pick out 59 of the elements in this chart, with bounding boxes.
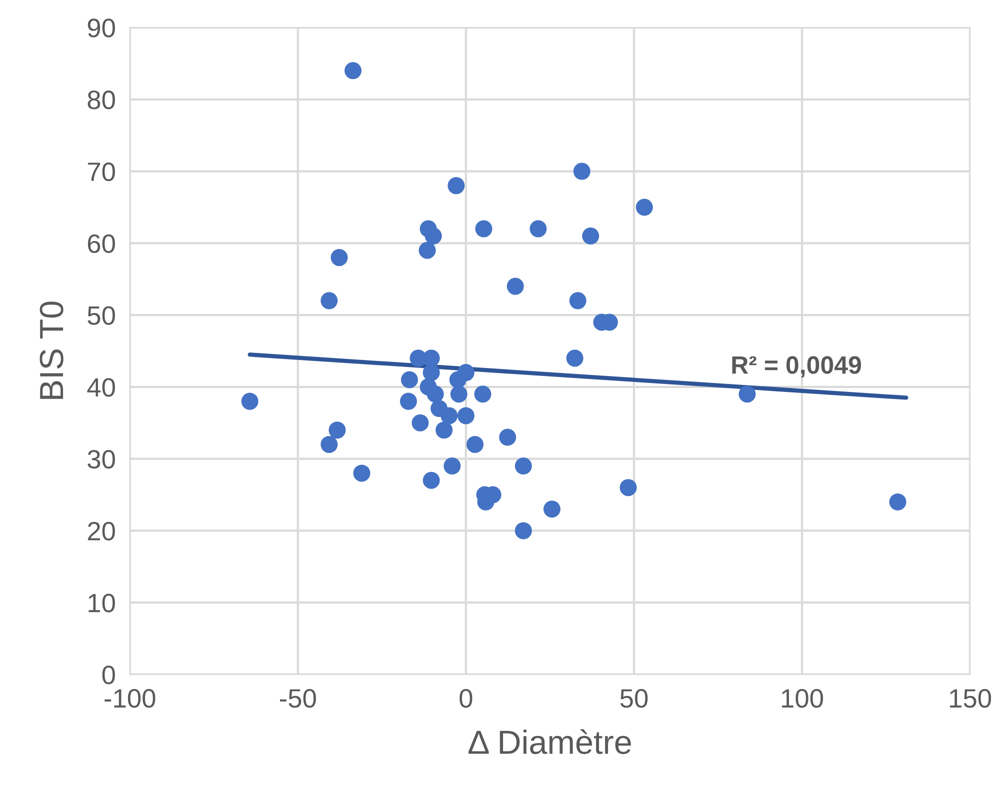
point — [330, 249, 348, 266]
point — [422, 364, 440, 382]
point — [422, 472, 440, 489]
point — [450, 386, 468, 403]
point — [474, 386, 492, 403]
point — [506, 278, 524, 295]
point — [457, 364, 474, 382]
point — [566, 350, 584, 367]
point — [400, 371, 418, 388]
y-tick-label: 10 — [88, 594, 115, 612]
annotation: R² = 0,0049 — [732, 356, 861, 378]
x-tick-label: 50 — [620, 689, 648, 708]
point — [499, 428, 516, 446]
x-tick-label: -50 — [280, 689, 316, 708]
y-tick-label: 90 — [88, 18, 115, 38]
x-tick-label: 0 — [460, 689, 472, 708]
y-tick-label: 60 — [88, 234, 115, 254]
point — [320, 436, 338, 453]
y-tick-label: 20 — [88, 522, 115, 541]
y-tick-label: 80 — [88, 90, 115, 110]
point — [440, 407, 458, 424]
point — [241, 392, 258, 410]
point — [514, 522, 532, 540]
point — [573, 162, 590, 180]
point — [353, 464, 370, 482]
point — [426, 386, 444, 403]
point — [444, 458, 461, 475]
point — [466, 436, 484, 453]
x-axis-title: Δ Diamètre — [468, 729, 631, 754]
y-tick-label: 50 — [88, 306, 115, 325]
point — [569, 292, 586, 310]
point — [344, 62, 362, 80]
point — [738, 386, 756, 403]
x-tick-label: 150 — [950, 689, 992, 708]
y-tick-label: 70 — [88, 162, 115, 182]
point — [320, 292, 338, 310]
point — [424, 227, 442, 244]
point — [412, 414, 429, 432]
point — [328, 422, 346, 439]
point — [582, 227, 600, 244]
point — [514, 458, 532, 475]
point — [436, 422, 453, 439]
point — [530, 220, 547, 238]
point — [636, 198, 653, 216]
y-axis-title: BIS T0 — [40, 302, 64, 399]
point — [448, 177, 465, 194]
point — [400, 392, 417, 410]
point — [418, 242, 436, 259]
y-tick-label: 40 — [87, 378, 115, 397]
point — [543, 500, 560, 518]
point — [475, 220, 492, 238]
point — [457, 407, 474, 424]
y-tick-label: 30 — [88, 450, 115, 469]
point — [620, 479, 637, 496]
point — [889, 493, 906, 510]
y-tick-label: 0 — [102, 666, 115, 684]
point — [422, 350, 440, 367]
x-tick-label: 100 — [782, 689, 823, 708]
x-tick-label: -100 — [104, 689, 156, 708]
